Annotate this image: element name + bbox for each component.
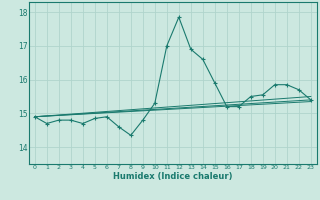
X-axis label: Humidex (Indice chaleur): Humidex (Indice chaleur)	[113, 172, 233, 181]
